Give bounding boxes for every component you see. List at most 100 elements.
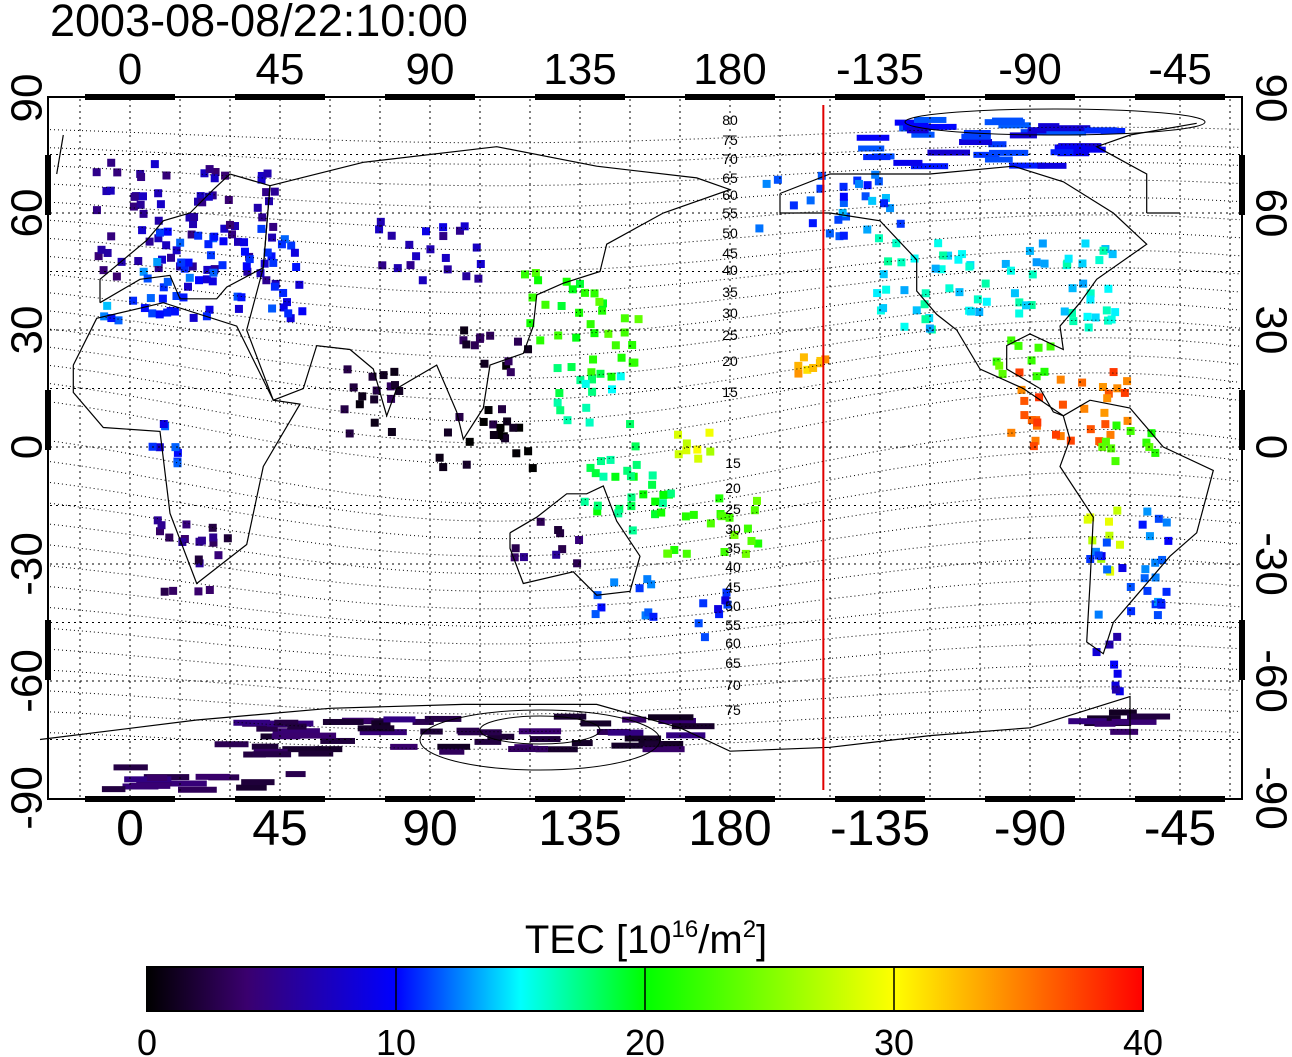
tec-cell [671, 723, 715, 730]
tec-cell [694, 619, 703, 628]
tec-cell [1079, 279, 1088, 288]
tec-cell [287, 723, 307, 730]
tec-cell [1126, 426, 1135, 435]
tec-cell [568, 285, 577, 294]
tec-cell [349, 383, 358, 392]
tec-cell [856, 134, 890, 141]
tec-cell [176, 238, 185, 247]
tec-cell [1096, 438, 1105, 447]
tec-cell [1050, 149, 1074, 156]
tec-cell [1034, 343, 1043, 352]
tec-cell [162, 241, 171, 250]
tec-cell [194, 587, 203, 596]
tec-cell [863, 154, 891, 161]
tec-cell [253, 203, 262, 212]
tec-cell [754, 539, 763, 548]
contour-label: 40 [725, 559, 741, 575]
coastlines [39, 108, 1215, 771]
tec-cell [743, 524, 752, 533]
tec-cell [383, 716, 416, 723]
tec-cell [209, 538, 218, 547]
y-tick-label-right: 60 [1246, 189, 1292, 238]
contour-label: 35 [722, 284, 738, 300]
tec-cell [599, 472, 608, 481]
tec-cell [973, 295, 982, 304]
tec-region [674, 428, 715, 463]
tec-cell [1083, 515, 1092, 524]
tec-cell [101, 786, 126, 793]
tec-cell [524, 345, 533, 354]
tec-cell [863, 225, 872, 234]
tec-cell [1104, 284, 1113, 293]
tec-cell [998, 370, 1007, 379]
tec-cell [224, 195, 233, 204]
tec-cell [486, 331, 495, 340]
tec-cell [588, 387, 597, 396]
contour-label: 20 [722, 353, 738, 369]
frame-tick [835, 796, 925, 802]
tec-cell [1142, 438, 1151, 447]
tec-cell [984, 119, 1025, 126]
tec-cell [418, 276, 427, 285]
contour-label: 40 [722, 262, 738, 278]
tec-cell [210, 232, 219, 241]
tec-cell [182, 520, 191, 529]
tec-cell [270, 187, 279, 196]
tec-cell [287, 241, 296, 250]
frame-tick [235, 94, 325, 100]
tec-cell [858, 145, 885, 152]
tec-cell [628, 340, 637, 349]
tec-cell [588, 375, 597, 384]
tec-cell [218, 261, 227, 270]
contour-label: 50 [725, 598, 741, 614]
tec-cell [172, 292, 181, 301]
tec-cell [1156, 599, 1165, 608]
frame-tick [985, 796, 1075, 802]
tec-cell [165, 533, 174, 542]
tec-cell [1078, 378, 1087, 387]
tec-cell [554, 526, 563, 535]
tec-cell [395, 386, 404, 395]
tec-cell [552, 550, 561, 559]
tec-cell [816, 356, 825, 365]
tec-cell [630, 358, 639, 367]
tec-cell [643, 575, 652, 584]
tec-cell [205, 585, 214, 594]
tec-cell [593, 507, 602, 516]
tec-cell [184, 258, 193, 267]
tec-cell [173, 459, 182, 468]
tec-cell [153, 516, 162, 525]
tec-cell [245, 255, 254, 264]
tec-cell [1029, 442, 1038, 451]
tec-cell [706, 447, 715, 456]
tec-cell [103, 301, 112, 310]
tec-cell [571, 740, 593, 747]
tec-cell [597, 603, 606, 612]
tec-cell [931, 264, 940, 273]
tec-cell [99, 266, 108, 275]
x-tick-label-bottom: -45 [1144, 800, 1216, 856]
tec-cell [163, 227, 172, 236]
tec-cell [1014, 341, 1023, 350]
tec-cell [608, 385, 617, 394]
x-tick-label-bottom: 0 [116, 800, 144, 856]
tec-cell [102, 187, 111, 196]
tec-cell [988, 141, 1007, 148]
tec-cell [1123, 377, 1132, 386]
contour-label: 55 [722, 205, 738, 221]
tec-cell [206, 251, 215, 260]
tec-cell [269, 222, 278, 231]
magnetic-latitude-contour [49, 354, 1241, 423]
tec-cell [520, 270, 529, 279]
tec-cell [223, 534, 232, 543]
tec-cell [934, 239, 943, 248]
tec-cell [179, 293, 188, 302]
tec-cell [1092, 648, 1101, 657]
tec-cell [286, 314, 295, 323]
magnetic-latitude-contour [49, 249, 1241, 294]
tec-cell [1058, 400, 1067, 409]
tec-cell [443, 265, 452, 274]
tec-cell [839, 192, 848, 201]
tec-cell [138, 192, 147, 201]
tec-cell [575, 536, 584, 545]
